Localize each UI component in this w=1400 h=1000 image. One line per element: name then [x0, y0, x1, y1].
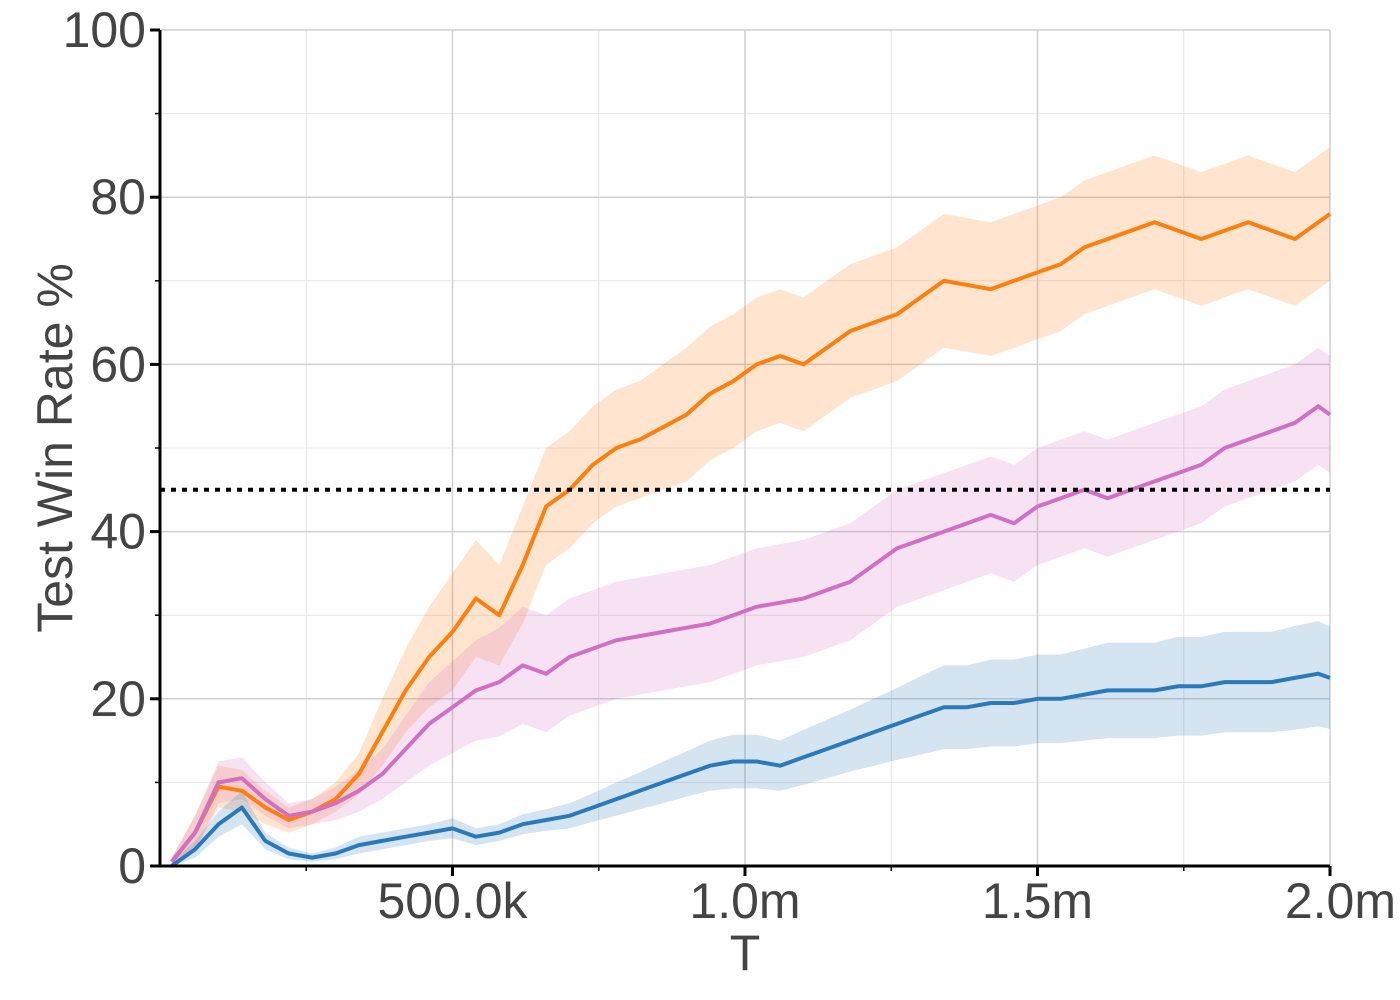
y-tick-label: 40 [90, 504, 146, 560]
y-tick-label: 0 [118, 838, 146, 894]
series-1-line [170, 404, 1332, 864]
x-tick-label: 500.0k [377, 873, 528, 929]
y-tick-label: 100 [63, 2, 146, 58]
y-tick-label: 60 [90, 336, 146, 392]
major-gridlines [160, 29, 1331, 866]
series-lines [170, 212, 1332, 868]
y-tick-label: 20 [90, 671, 146, 727]
y-axis-ticks: 0 20 40 60 80 100 [63, 2, 160, 894]
confidence-bands [171, 147, 1331, 866]
x-tick-label: 2.0m [1285, 873, 1396, 929]
series-0-line [170, 212, 1332, 864]
x-tick-label: 1.0m [689, 873, 800, 929]
x-axis-ticks: 500.0k 1.0m 1.5m 2.0m [305, 866, 1396, 929]
x-tick-label: 1.5m [982, 873, 1093, 929]
series-2-line [170, 671, 1331, 868]
series-2-band [171, 621, 1331, 866]
y-tick-label: 80 [90, 169, 146, 225]
x-axis-label: T [730, 925, 761, 981]
y-axis-label: Test Win Rate % [27, 263, 83, 633]
series-0-band [171, 147, 1331, 866]
